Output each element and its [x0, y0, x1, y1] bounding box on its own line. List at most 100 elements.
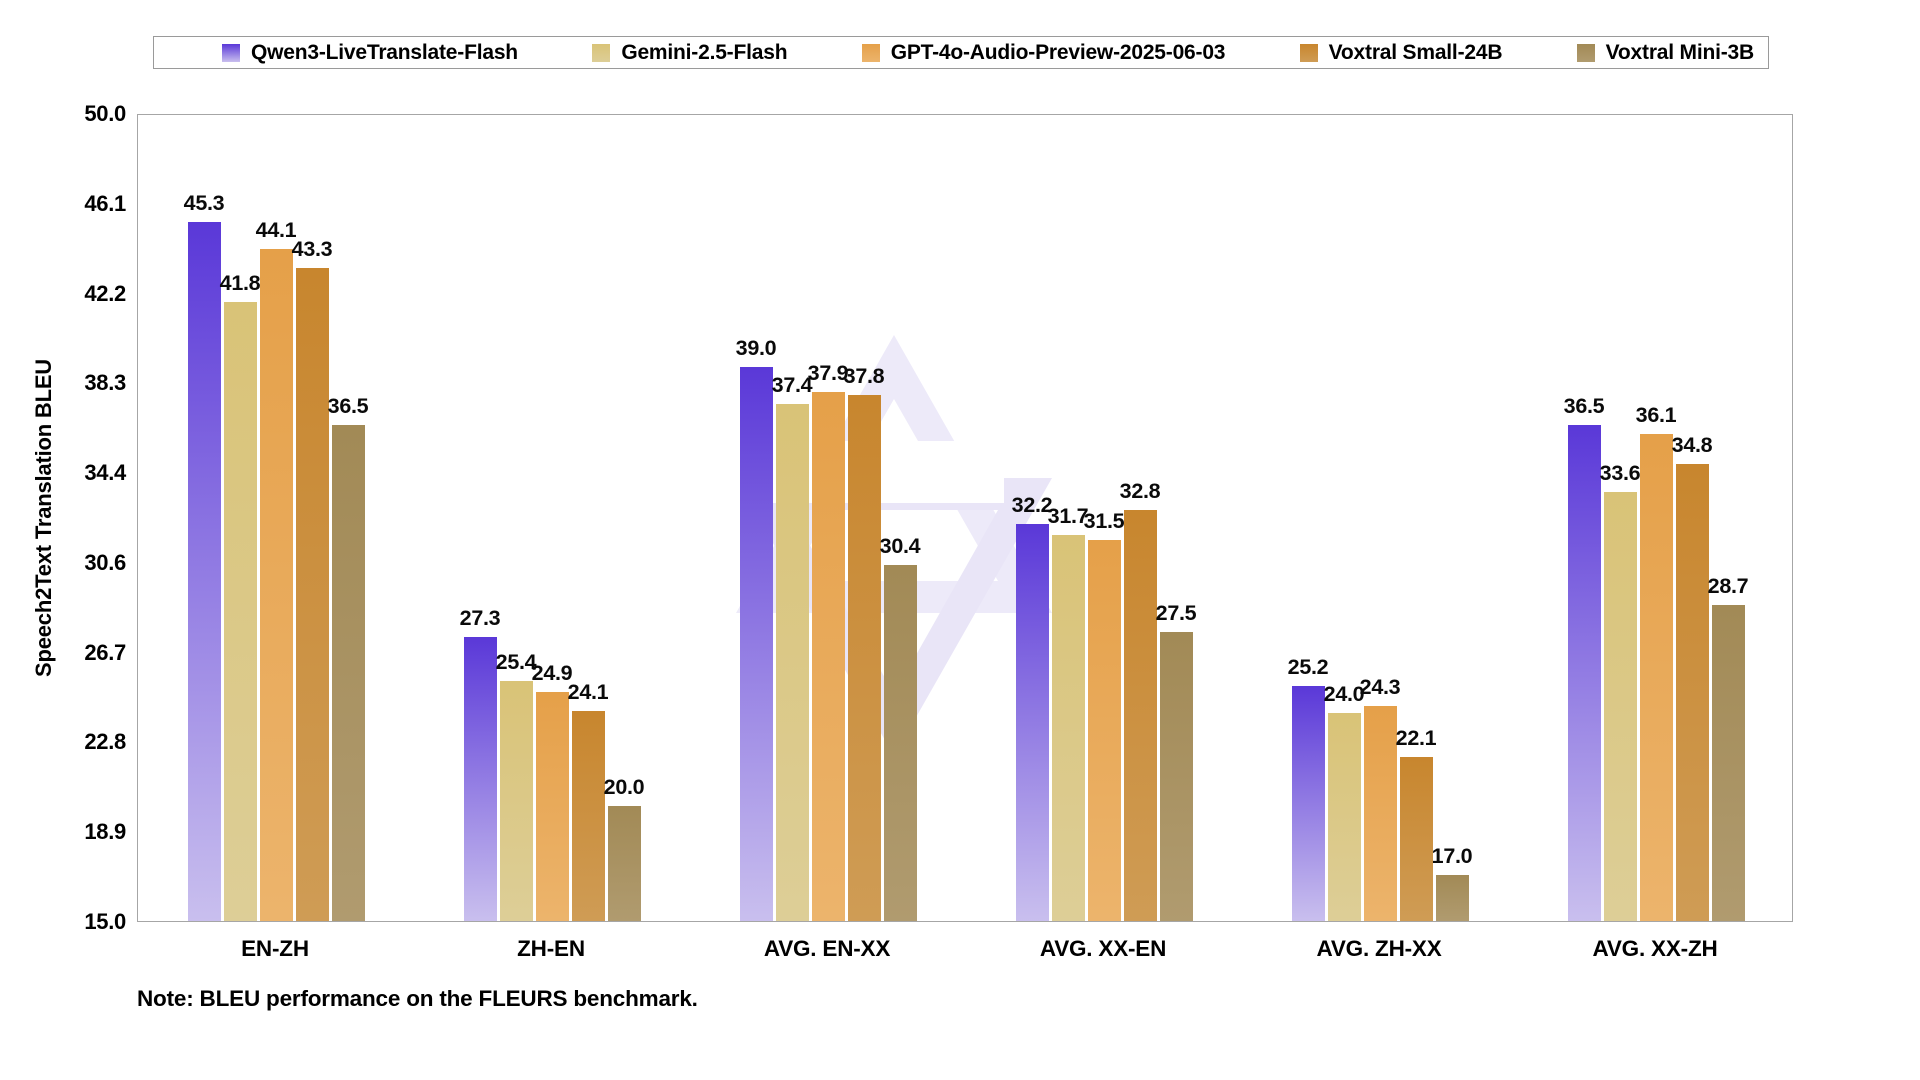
- bar: [1567, 424, 1601, 921]
- bar-group-EN-ZH: 45.3 41.8 44.1 43.3 36.5: [138, 115, 414, 921]
- legend-item-2: Gemini-2.5-Flash: [592, 40, 788, 65]
- y-tick-label: 38.3: [84, 370, 126, 396]
- y-tick-label: 30.6: [84, 549, 126, 575]
- bar-value-label: 17.0: [1431, 843, 1473, 868]
- legend-item-1: Qwen3-LiveTranslate-Flash: [222, 41, 518, 65]
- bar: [499, 680, 533, 921]
- bar-value-label: 25.4: [495, 649, 537, 674]
- legend-label: Gemini-2.5-Flash: [621, 40, 788, 64]
- bar-value-label: 37.8: [843, 363, 885, 388]
- legend-swatch-icon: [861, 43, 880, 62]
- bar-group-AVG. XX-EN: 32.2 31.7 31.5 32.8 27.5: [966, 115, 1242, 921]
- bar: [607, 805, 641, 921]
- bar: [1327, 713, 1361, 921]
- legend-label: Qwen3-LiveTranslate-Flash: [251, 40, 518, 64]
- bar-value-label: 30.4: [879, 534, 921, 559]
- legend-label: GPT-4o-Audio-Preview-2025-06-03: [890, 40, 1226, 64]
- bar: [535, 692, 569, 921]
- bar-value-label: 27.5: [1155, 601, 1197, 626]
- bar-group-AVG. EN-XX: 39.0 37.4 37.9 37.8 30.4: [690, 115, 966, 921]
- bar-value-label: 27.3: [459, 606, 501, 631]
- bar: [331, 424, 365, 921]
- bar: [463, 637, 497, 921]
- legend-item-3: GPT-4o-Audio-Preview-2025-06-03: [861, 40, 1226, 65]
- x-tick-label: AVG. XX-EN: [1039, 936, 1167, 961]
- bar-value-label: 31.5: [1083, 509, 1125, 534]
- bar-value-label: 20.0: [603, 774, 645, 799]
- bar: [811, 392, 845, 921]
- bar-group-ZH-EN: 27.3 25.4 24.9 24.1 20.0: [414, 115, 690, 921]
- legend-item-4: Voxtral Small-24B: [1299, 40, 1503, 65]
- legend-item-5: Voxtral Mini-3B: [1576, 40, 1754, 65]
- bar-value-label: 37.4: [771, 372, 813, 397]
- y-tick-label: 50.0: [84, 101, 126, 126]
- bar-value-label: 43.3: [291, 236, 333, 261]
- y-axis-label: Speech2Text Translation BLEU: [31, 359, 56, 677]
- x-tick-label: ZH-EN: [517, 936, 585, 961]
- bar-value-label: 32.2: [1011, 492, 1053, 517]
- bar-value-label: 22.1: [1395, 726, 1437, 751]
- x-tick-label: AVG. ZH-XX: [1316, 936, 1442, 961]
- bar-group-AVG. XX-ZH: 36.5 33.6 36.1 34.8 28.7: [1518, 115, 1794, 921]
- bar: [1675, 463, 1709, 921]
- bar-value-label: 37.9: [807, 361, 849, 386]
- bar: [1711, 604, 1745, 921]
- bar: [847, 394, 881, 921]
- bar-value-label: 36.1: [1635, 402, 1677, 427]
- bar-value-label: 39.0: [735, 335, 777, 360]
- bar: [1015, 523, 1049, 921]
- chart-note: Note: BLEU performance on the FLEURS ben…: [137, 986, 698, 1011]
- bar-value-label: 25.2: [1287, 654, 1329, 679]
- bar: [1603, 491, 1637, 921]
- bar-value-label: 24.9: [531, 661, 573, 686]
- legend-swatch-icon: [1576, 43, 1595, 62]
- bar-value-label: 24.3: [1359, 675, 1401, 700]
- bar: [1435, 874, 1469, 921]
- y-tick-label: 46.1: [84, 190, 126, 216]
- bar-value-label: 31.7: [1047, 504, 1089, 529]
- x-tick-label: AVG. XX-ZH: [1592, 936, 1718, 961]
- bar: [1123, 510, 1157, 921]
- bar: [883, 565, 917, 921]
- y-tick-label: 22.8: [84, 729, 126, 755]
- legend-swatch-icon: [1299, 43, 1318, 62]
- bar: [1363, 706, 1397, 921]
- bar: [295, 267, 329, 921]
- bar: [1291, 685, 1325, 921]
- bar-value-label: 45.3: [183, 190, 225, 215]
- bar: [223, 302, 257, 921]
- legend-swatch-icon: [222, 43, 240, 62]
- bar: [739, 366, 773, 921]
- bar: [259, 249, 293, 921]
- y-tick-label: 18.9: [84, 819, 126, 845]
- y-tick-label: 15.0: [84, 909, 126, 934]
- bar: [571, 710, 605, 921]
- bar-value-label: 44.1: [255, 218, 297, 243]
- bar-value-label: 33.6: [1599, 460, 1641, 485]
- legend-label: Voxtral Small-24B: [1328, 40, 1503, 64]
- legend: Qwen3-LiveTranslate-Flash Gemini-2.5-Flas…: [153, 36, 1769, 69]
- bar-groups: 45.3 41.8 44.1 43.3 36.5 27.3 25.4 24.9 24.1 20.0…: [138, 115, 1792, 921]
- y-tick-label: 26.7: [84, 639, 126, 665]
- x-tick-label: AVG. EN-XX: [763, 936, 891, 961]
- bar: [187, 221, 221, 921]
- bar-value-label: 34.8: [1671, 432, 1713, 457]
- x-tick-label: EN-ZH: [241, 936, 309, 961]
- bar-group-AVG. ZH-XX: 25.2 24.0 24.3 22.1 17.0: [1242, 115, 1518, 921]
- bar: [1051, 535, 1085, 921]
- bar-value-label: 36.5: [1563, 393, 1605, 418]
- bar: [775, 403, 809, 921]
- bar: [1159, 632, 1193, 921]
- y-tick-label: 34.4: [84, 460, 126, 486]
- bar-value-label: 32.8: [1119, 479, 1161, 504]
- bar-value-label: 24.0: [1323, 682, 1365, 707]
- bar-value-label: 36.5: [327, 393, 369, 418]
- bar-value-label: 41.8: [219, 271, 261, 296]
- bar-value-label: 24.1: [567, 679, 609, 704]
- legend-swatch-icon: [592, 43, 611, 62]
- legend-label: Voxtral Mini-3B: [1605, 40, 1754, 64]
- bar: [1399, 757, 1433, 921]
- bar: [1639, 433, 1673, 921]
- bar: [1087, 540, 1121, 921]
